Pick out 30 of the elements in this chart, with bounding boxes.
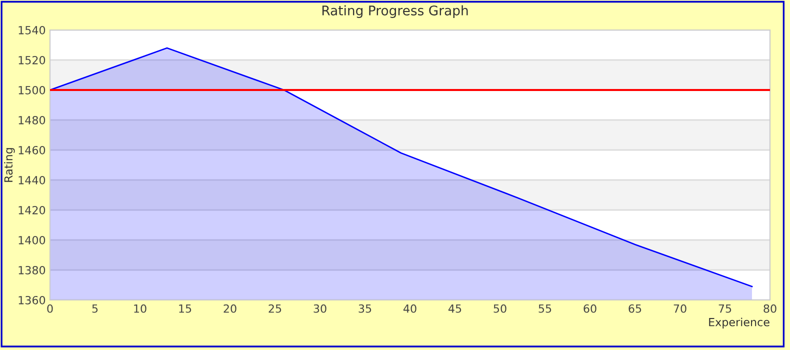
x-tick-label: 40 [403, 304, 416, 313]
x-axis-title: Experience [709, 318, 770, 328]
y-tick-label: 1440 [18, 176, 46, 184]
y-tick-label: 1480 [18, 116, 46, 124]
y-tick-label: 1380 [18, 266, 46, 274]
y-tick-label: 1500 [18, 86, 46, 94]
x-tick-label: 25 [268, 304, 282, 313]
y-axis-title: Rating [4, 148, 15, 182]
x-tick-label: 65 [628, 304, 642, 313]
y-tick-label: 1460 [18, 146, 46, 154]
x-tick-label: 15 [179, 304, 192, 313]
x-tick-label: 10 [134, 304, 146, 313]
y-tick-label: 1420 [18, 206, 46, 214]
y-tick-label: 1520 [18, 56, 46, 64]
y-tick-label: 1540 [18, 26, 46, 34]
chart-title: Rating Progress Graph [322, 5, 468, 18]
x-tick-label: 55 [538, 304, 552, 313]
x-tick-label: 5 [92, 304, 98, 313]
x-tick-label: 80 [764, 304, 776, 313]
x-tick-label: 60 [584, 304, 596, 313]
x-tick-label: 75 [718, 304, 732, 313]
x-tick-label: 30 [314, 304, 326, 313]
x-tick-label: 50 [494, 304, 506, 313]
x-tick-label: 35 [358, 304, 372, 313]
x-tick-label: 20 [224, 304, 236, 313]
y-tick-label: 1360 [18, 296, 46, 304]
y-tick-label: 1400 [18, 236, 46, 244]
x-tick-label: 70 [674, 304, 686, 313]
x-tick-label: 45 [448, 304, 462, 313]
x-tick-label: 0 [47, 304, 53, 313]
